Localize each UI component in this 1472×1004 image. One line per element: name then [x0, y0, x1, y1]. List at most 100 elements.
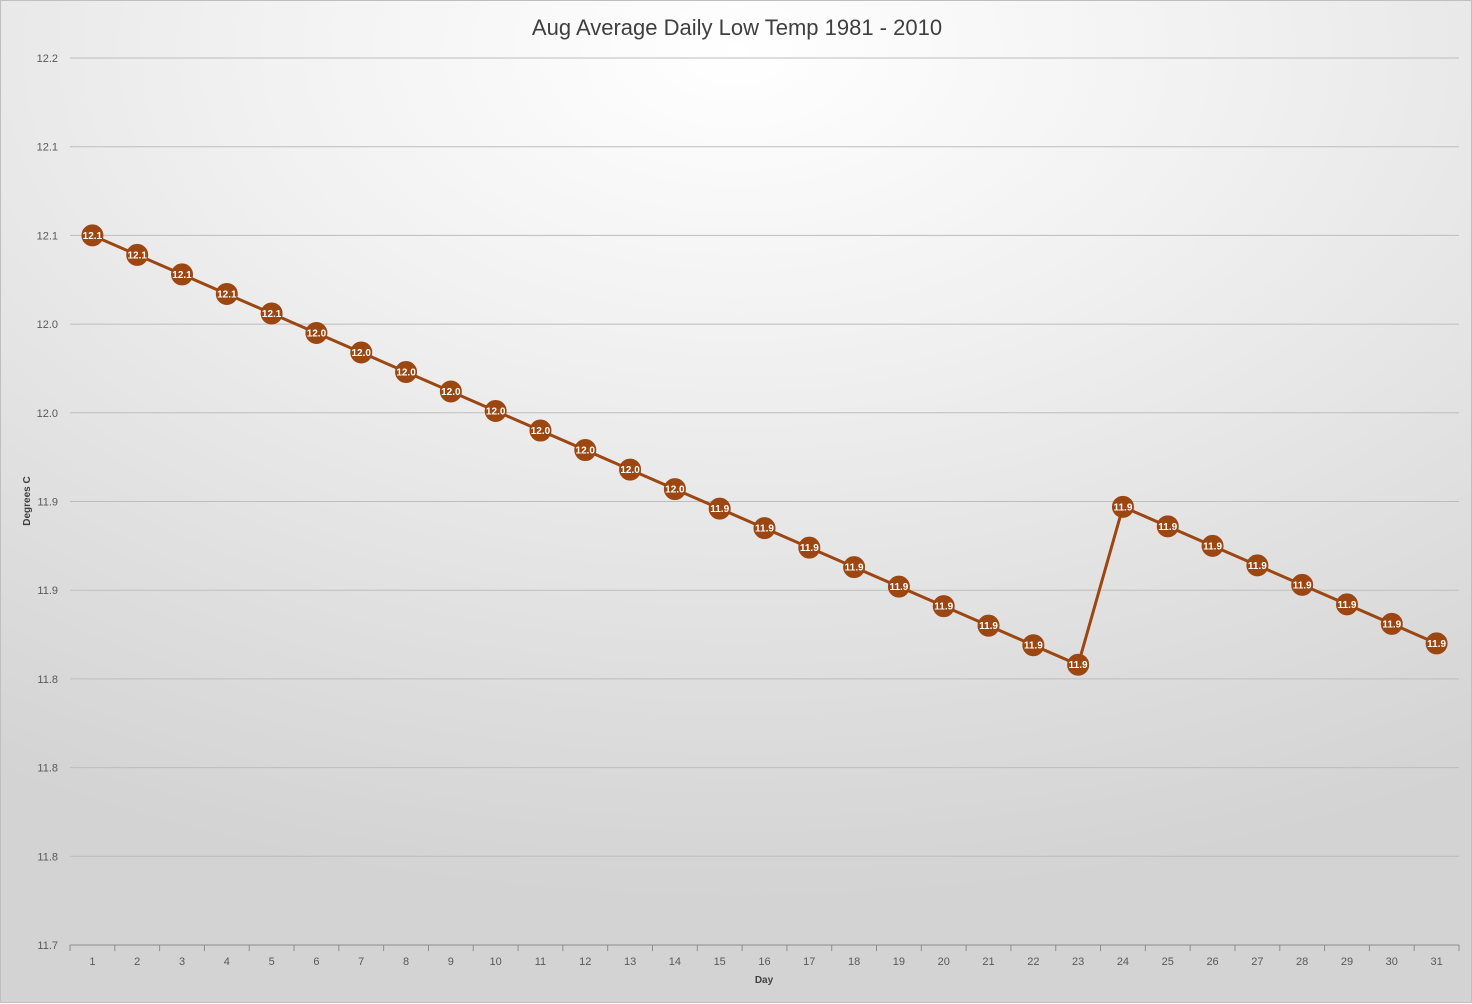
x-tick-label: 8 — [403, 956, 409, 968]
y-axis-title: Degrees C — [22, 476, 33, 525]
data-point — [171, 263, 194, 286]
data-point — [1335, 593, 1358, 616]
data-label: 11.9 — [1382, 619, 1401, 630]
data-point — [843, 556, 866, 579]
x-tick-label: 6 — [313, 956, 319, 968]
gridlines — [70, 57, 1459, 857]
x-tick-label: 3 — [179, 956, 185, 968]
data-point — [1022, 634, 1045, 657]
data-label: 11.9 — [1158, 522, 1177, 533]
data-label: 11.9 — [1113, 502, 1132, 513]
data-label: 11.9 — [934, 602, 953, 613]
data-point — [932, 595, 955, 618]
data-label: 12.0 — [620, 465, 640, 476]
data-point — [81, 224, 104, 247]
data-label: 11.9 — [1248, 561, 1267, 572]
data-point — [1156, 515, 1179, 538]
x-tick-label: 19 — [893, 956, 905, 968]
data-label: 12.1 — [172, 270, 192, 281]
data-label: 11.9 — [1203, 541, 1222, 552]
data-point — [439, 380, 462, 403]
data-label: 12.0 — [486, 407, 506, 418]
x-tick-label: 10 — [490, 956, 502, 968]
series-layer: 12.1 12.1 12.1 12.1 12.1 12.0 12.0 12.0 12.0 12.0… — [81, 224, 1448, 676]
x-axis-title: Day — [755, 975, 774, 986]
y-tick-label: 12.1 — [37, 142, 58, 154]
y-tick-label: 12.2 — [37, 53, 58, 65]
data-label: 12.1 — [83, 231, 103, 242]
chart-title: Aug Average Daily Low Temp 1981 - 2010 — [532, 15, 942, 40]
x-tick-label: 18 — [848, 956, 860, 968]
y-tick-label: 11.9 — [37, 585, 58, 597]
y-tick-label: 12.0 — [37, 319, 58, 331]
data-point — [1291, 573, 1314, 596]
data-label: 12.0 — [441, 387, 461, 398]
y-axis-tick-labels: 11.7 11.8 11.8 11.8 11.9 11.9 12.0 12.0 12.1 12.1… — [37, 53, 58, 952]
y-tick-label: 11.7 — [37, 940, 58, 952]
data-label: 11.9 — [979, 621, 998, 632]
data-label: 11.9 — [800, 543, 819, 554]
data-point — [215, 282, 238, 305]
x-tick-label: 13 — [624, 956, 636, 968]
x-tick-label: 5 — [269, 956, 275, 968]
data-point — [529, 419, 552, 442]
data-label: 11.9 — [845, 563, 864, 574]
x-axis: 1 2 3 4 5 6 7 8 9 10 11 12 13 14 15 16 17 18 19 20 21 22 23 24 2… — [69, 944, 1460, 968]
data-point — [1067, 653, 1090, 676]
x-tick-label: 31 — [1430, 956, 1442, 968]
x-tick-label: 28 — [1296, 956, 1308, 968]
y-tick-label: 12.1 — [37, 230, 58, 242]
y-tick-label: 11.8 — [37, 763, 58, 775]
data-label: 11.9 — [1338, 600, 1357, 611]
x-tick-label: 20 — [938, 956, 950, 968]
x-tick-label: 1 — [89, 956, 95, 968]
data-label: 11.9 — [1293, 580, 1312, 591]
data-point — [977, 614, 1000, 637]
x-tick-label: 2 — [134, 956, 140, 968]
data-point — [1425, 632, 1448, 655]
data-label: 11.9 — [1069, 660, 1088, 671]
x-tick-label: 29 — [1341, 956, 1353, 968]
data-point — [305, 321, 328, 344]
data-point — [484, 400, 507, 423]
x-tick-label: 9 — [448, 956, 454, 968]
y-tick-label: 11.8 — [37, 851, 58, 863]
data-point — [619, 458, 642, 481]
data-point — [1111, 495, 1134, 518]
data-point — [395, 360, 418, 383]
data-point — [708, 497, 731, 520]
x-tick-label: 27 — [1251, 956, 1263, 968]
y-tick-label: 11.8 — [37, 674, 58, 686]
data-point — [663, 478, 686, 501]
data-point — [887, 575, 910, 598]
y-tick-label: 12.0 — [37, 408, 58, 420]
data-label: 11.9 — [1024, 641, 1043, 652]
data-label: 12.0 — [531, 426, 551, 437]
data-label: 11.9 — [889, 582, 908, 593]
data-label: 12.0 — [307, 328, 327, 339]
y-tick-label: 11.9 — [37, 497, 58, 509]
x-tick-label: 4 — [224, 956, 230, 968]
x-tick-label: 26 — [1206, 956, 1218, 968]
data-label: 12.0 — [396, 367, 416, 378]
data-label: 12.1 — [217, 289, 237, 300]
data-point — [1201, 534, 1224, 557]
data-point — [1246, 554, 1269, 577]
x-tick-label: 21 — [982, 956, 994, 968]
x-tick-label: 30 — [1386, 956, 1398, 968]
x-tick-label: 23 — [1072, 956, 1084, 968]
x-tick-label: 17 — [803, 956, 815, 968]
data-label: 12.0 — [576, 446, 596, 457]
data-label: 11.9 — [710, 504, 729, 515]
data-point — [260, 302, 283, 325]
x-tick-label: 25 — [1162, 956, 1174, 968]
x-tick-label: 15 — [714, 956, 726, 968]
data-point — [753, 517, 776, 540]
data-point — [574, 439, 597, 462]
data-point — [126, 243, 149, 266]
x-tick-label: 14 — [669, 956, 681, 968]
x-tick-label: 12 — [579, 956, 591, 968]
data-point — [798, 536, 821, 559]
